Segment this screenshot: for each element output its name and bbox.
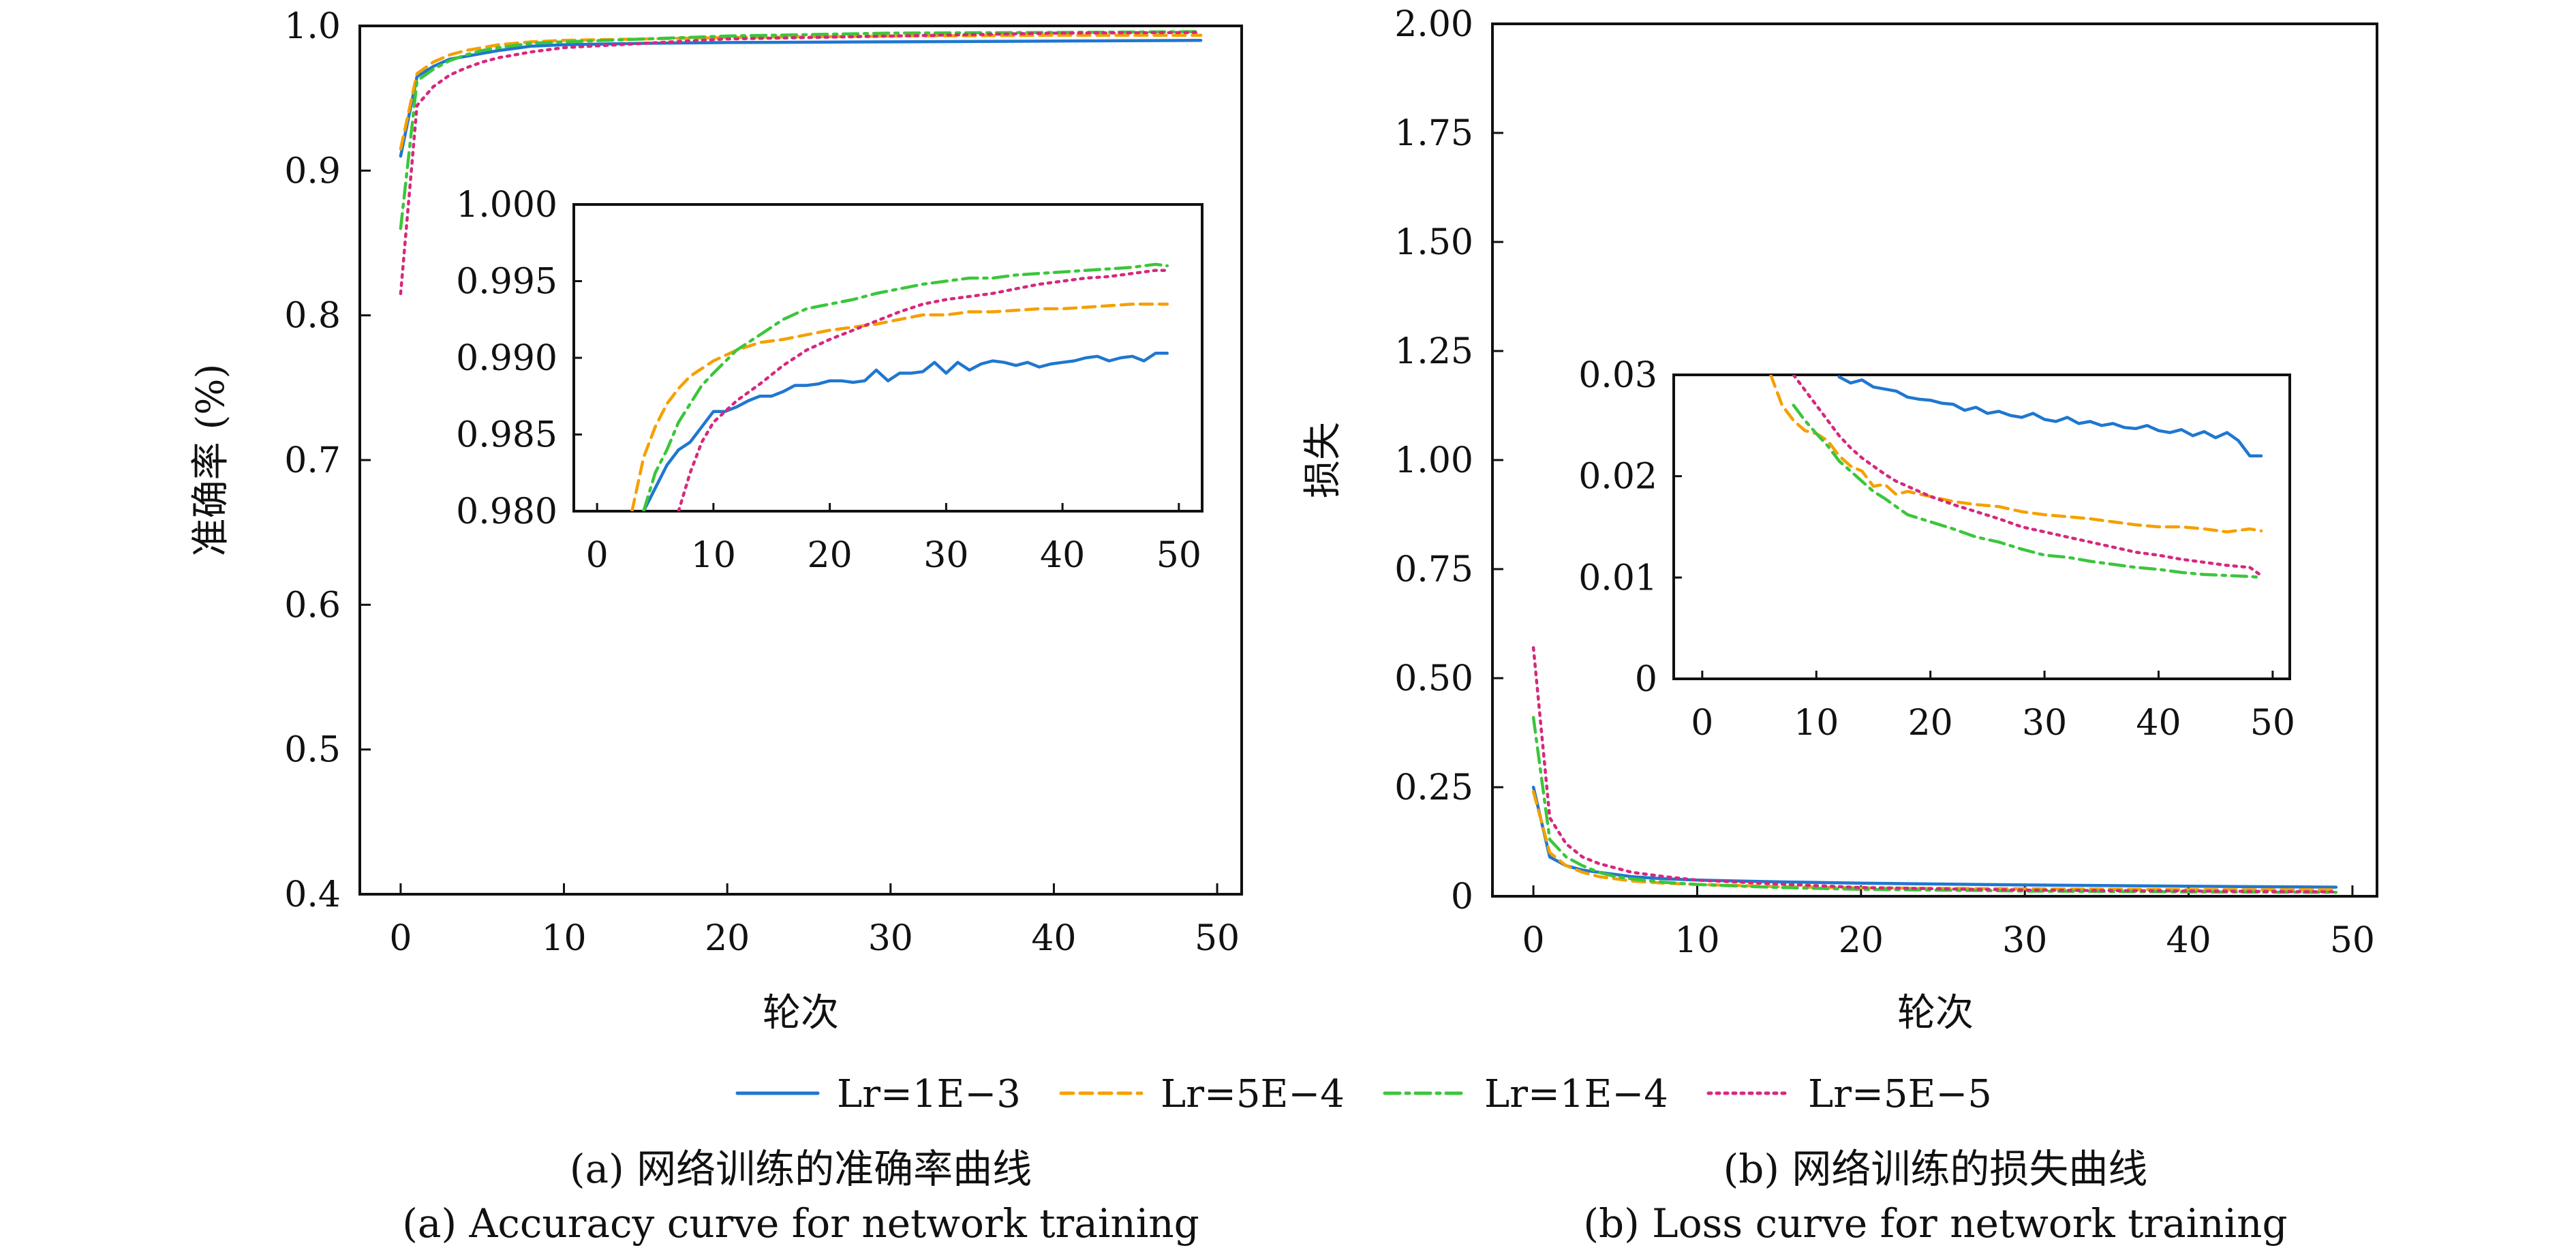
a-main-ytick-label: 0.7 xyxy=(284,440,341,481)
a-inset-lines xyxy=(630,262,1169,511)
legend-label: Lr=1E−4 xyxy=(1484,1072,1668,1116)
a-main-ytick-label: 1.0 xyxy=(284,6,341,47)
a-main-lines xyxy=(399,30,1203,296)
b-inset-lines xyxy=(1769,375,2263,579)
b-ylabel: 损失 xyxy=(1301,422,1345,498)
caption-a-cn: (a) 网络训练的准确率曲线 xyxy=(570,1146,1032,1192)
b-inset-series-Lr1E4 xyxy=(1792,403,2263,579)
b-main-series-Lr5E5 xyxy=(1531,645,2338,894)
b-main-xtick-label: 30 xyxy=(2002,920,2047,961)
a-inset-ytick-label: 1.000 xyxy=(456,185,557,226)
a-main-ytick-label: 0.6 xyxy=(284,585,341,626)
b-inset-ytick-label: 0 xyxy=(1635,659,1657,700)
caption-b-en: (b) Loss curve for network training xyxy=(1583,1200,2287,1247)
a-main-xtick-label: 30 xyxy=(868,918,913,959)
b-main-series-Lr1E3 xyxy=(1531,785,2338,889)
b-main-series-Lr1E4 xyxy=(1531,716,2338,894)
b-main-ytick-label: 1.50 xyxy=(1394,222,1473,263)
b-inset-xtick-label: 30 xyxy=(2022,703,2067,744)
b-inset-series-Lr5E4 xyxy=(1769,375,2263,534)
a-inset-xtick-label: 20 xyxy=(808,535,853,576)
b-main-xtick-label: 50 xyxy=(2330,920,2375,961)
b-main-xtick-label: 40 xyxy=(2166,920,2211,961)
legend: Lr=1E−3 Lr=5E−4 Lr=1E−4 Lr=5E−5 xyxy=(735,1072,1992,1116)
b-inset-xtick-label: 0 xyxy=(1691,703,1713,744)
a-main-series-Lr5E5 xyxy=(399,31,1203,296)
a-inset-ytick-label: 0.995 xyxy=(456,262,557,303)
legend-label: Lr=5E−5 xyxy=(1808,1072,1992,1116)
b-main-xtick-label: 0 xyxy=(1522,920,1545,961)
b-inset-series-Lr5E5 xyxy=(1792,375,2263,577)
b-inset-ticks: 0 10 20 30 40 50 0 0.01 0.02 0.03 xyxy=(1578,355,2295,744)
b-xlabel: 轮次 xyxy=(1897,991,1974,1035)
a-inset-series-Lr1E3 xyxy=(642,352,1169,511)
a-inset-xtick-label: 10 xyxy=(691,535,736,576)
b-main-ytick-label: 0 xyxy=(1451,876,1473,917)
b-inset-xtick-label: 40 xyxy=(2136,703,2181,744)
b-inset-ytick-label: 0.03 xyxy=(1578,355,1657,396)
b-main-ytick-label: 1.75 xyxy=(1394,113,1473,154)
b-inset-ytick-label: 0.01 xyxy=(1578,558,1657,598)
a-main-series-Lr1E3 xyxy=(399,38,1203,158)
b-main-xtick-label: 20 xyxy=(1839,920,1884,961)
b-inset-frame xyxy=(1672,374,2291,680)
caption-b-cn: (b) 网络训练的损失曲线 xyxy=(1723,1146,2148,1192)
b-main-ytick-label: 0.75 xyxy=(1394,549,1473,590)
a-inset-ticks: 0 10 20 30 40 50 0.980 0.985 0.990 0.995 1.000 xyxy=(456,185,1201,576)
a-inset-xtick-label: 0 xyxy=(586,535,609,576)
a-inset-xtick-label: 30 xyxy=(923,535,968,576)
a-main-ytick-label: 0.9 xyxy=(284,151,341,192)
b-main-ytick-label: 0.50 xyxy=(1394,658,1473,699)
b-main-ytick-label: 1.00 xyxy=(1394,440,1473,481)
a-main-xtick-label: 50 xyxy=(1195,918,1240,959)
b-inset-xtick-label: 20 xyxy=(1908,703,1953,744)
b-main-xtick-label: 10 xyxy=(1674,920,1719,961)
a-main-xtick-label: 0 xyxy=(389,918,412,959)
a-inset-series-Lr1E4 xyxy=(642,262,1169,511)
a-inset-series-Lr5E5 xyxy=(677,269,1169,511)
a-main-ytick-label: 0.4 xyxy=(284,874,341,915)
a-main-ytick-label: 0.8 xyxy=(284,296,341,337)
b-main-ytick-label: 0.25 xyxy=(1394,767,1473,808)
b-main-lines xyxy=(1531,645,2338,894)
a-main-series-Lr1E4 xyxy=(399,30,1203,230)
b-main-ticks: 0 10 20 30 40 50 0 0.25 0.50 0.75 1.00 1.25 1.50 1.75… xyxy=(1394,4,2375,961)
a-main-xtick-label: 20 xyxy=(705,918,750,959)
a-main-ytick-label: 0.5 xyxy=(284,730,341,771)
a-inset-ytick-label: 0.990 xyxy=(456,338,557,379)
a-main-xtick-label: 40 xyxy=(1031,918,1076,959)
a-ylabel: 准确率 (%) xyxy=(189,364,233,557)
legend-label: Lr=5E−4 xyxy=(1161,1072,1345,1116)
b-inset-xtick-label: 10 xyxy=(1794,703,1839,744)
a-xlabel: 轮次 xyxy=(763,991,839,1035)
b-inset-ytick-label: 0.02 xyxy=(1578,457,1657,498)
a-inset-xtick-label: 50 xyxy=(1156,535,1201,576)
a-main-xtick-label: 10 xyxy=(541,918,586,959)
caption-a-en: (a) Accuracy curve for network training xyxy=(402,1200,1199,1247)
a-inset-ytick-label: 0.980 xyxy=(456,491,557,532)
a-main-series-Lr5E4 xyxy=(399,33,1203,151)
legend-label: Lr=1E−3 xyxy=(837,1072,1021,1116)
b-main-ytick-label: 2.00 xyxy=(1394,4,1473,45)
b-main-ytick-label: 1.25 xyxy=(1394,331,1473,372)
a-inset-ytick-label: 0.985 xyxy=(456,415,557,456)
a-inset-xtick-label: 40 xyxy=(1040,535,1085,576)
b-inset-xtick-label: 50 xyxy=(2250,703,2295,744)
b-inset-series-Lr1E3 xyxy=(1837,375,2263,458)
a-main-ticks: 0 10 20 30 40 50 0.4 0.5 0.6 0.7 0.8 0.9 1.0 xyxy=(284,6,1240,959)
